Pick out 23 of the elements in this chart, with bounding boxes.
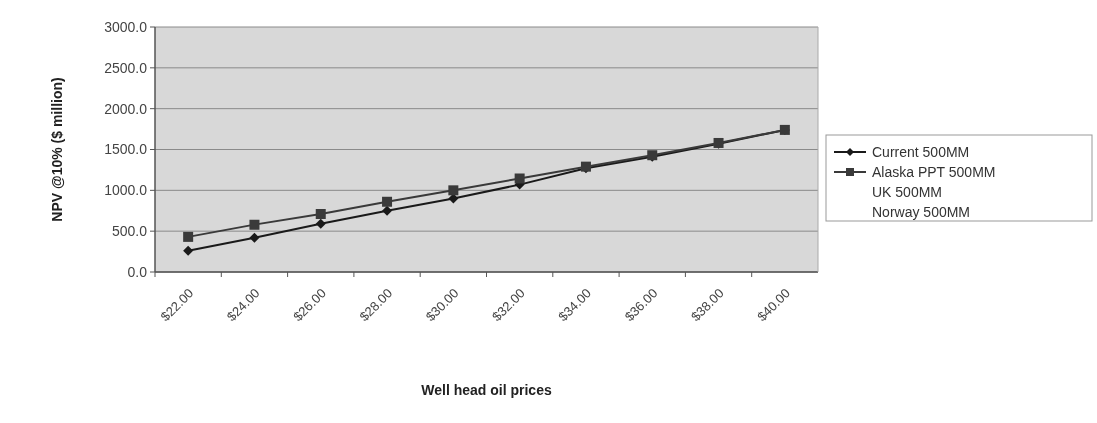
point: [514, 173, 525, 184]
y-axis-title: NPV @10% ($ million): [49, 77, 65, 222]
point: [249, 219, 260, 230]
point: [249, 232, 260, 243]
point: [183, 245, 194, 256]
text: Norway 500MM: [872, 203, 971, 220]
y-tick-label: 500.0: [111, 223, 148, 240]
point: [448, 185, 459, 196]
point: [315, 209, 326, 220]
point: [315, 218, 326, 229]
point: [382, 196, 393, 207]
y-tick-label: 1000.0: [104, 182, 148, 199]
legend-label: Current 500MM: [872, 143, 970, 160]
y-tick-label: 2000.0: [104, 100, 148, 117]
point: [183, 231, 194, 242]
x-axis-title: Well head oil prices: [421, 382, 552, 398]
legend-label: Alaska PPT 500MM: [872, 163, 996, 180]
y-tick-label: 3000.0: [104, 18, 148, 35]
text: UK 500MM: [872, 183, 943, 200]
point: [382, 205, 393, 216]
y-tick-label: 2500.0: [104, 59, 148, 76]
y-tick-label: 1500.0: [104, 141, 148, 158]
y-tick-label: 0.0: [127, 263, 148, 280]
